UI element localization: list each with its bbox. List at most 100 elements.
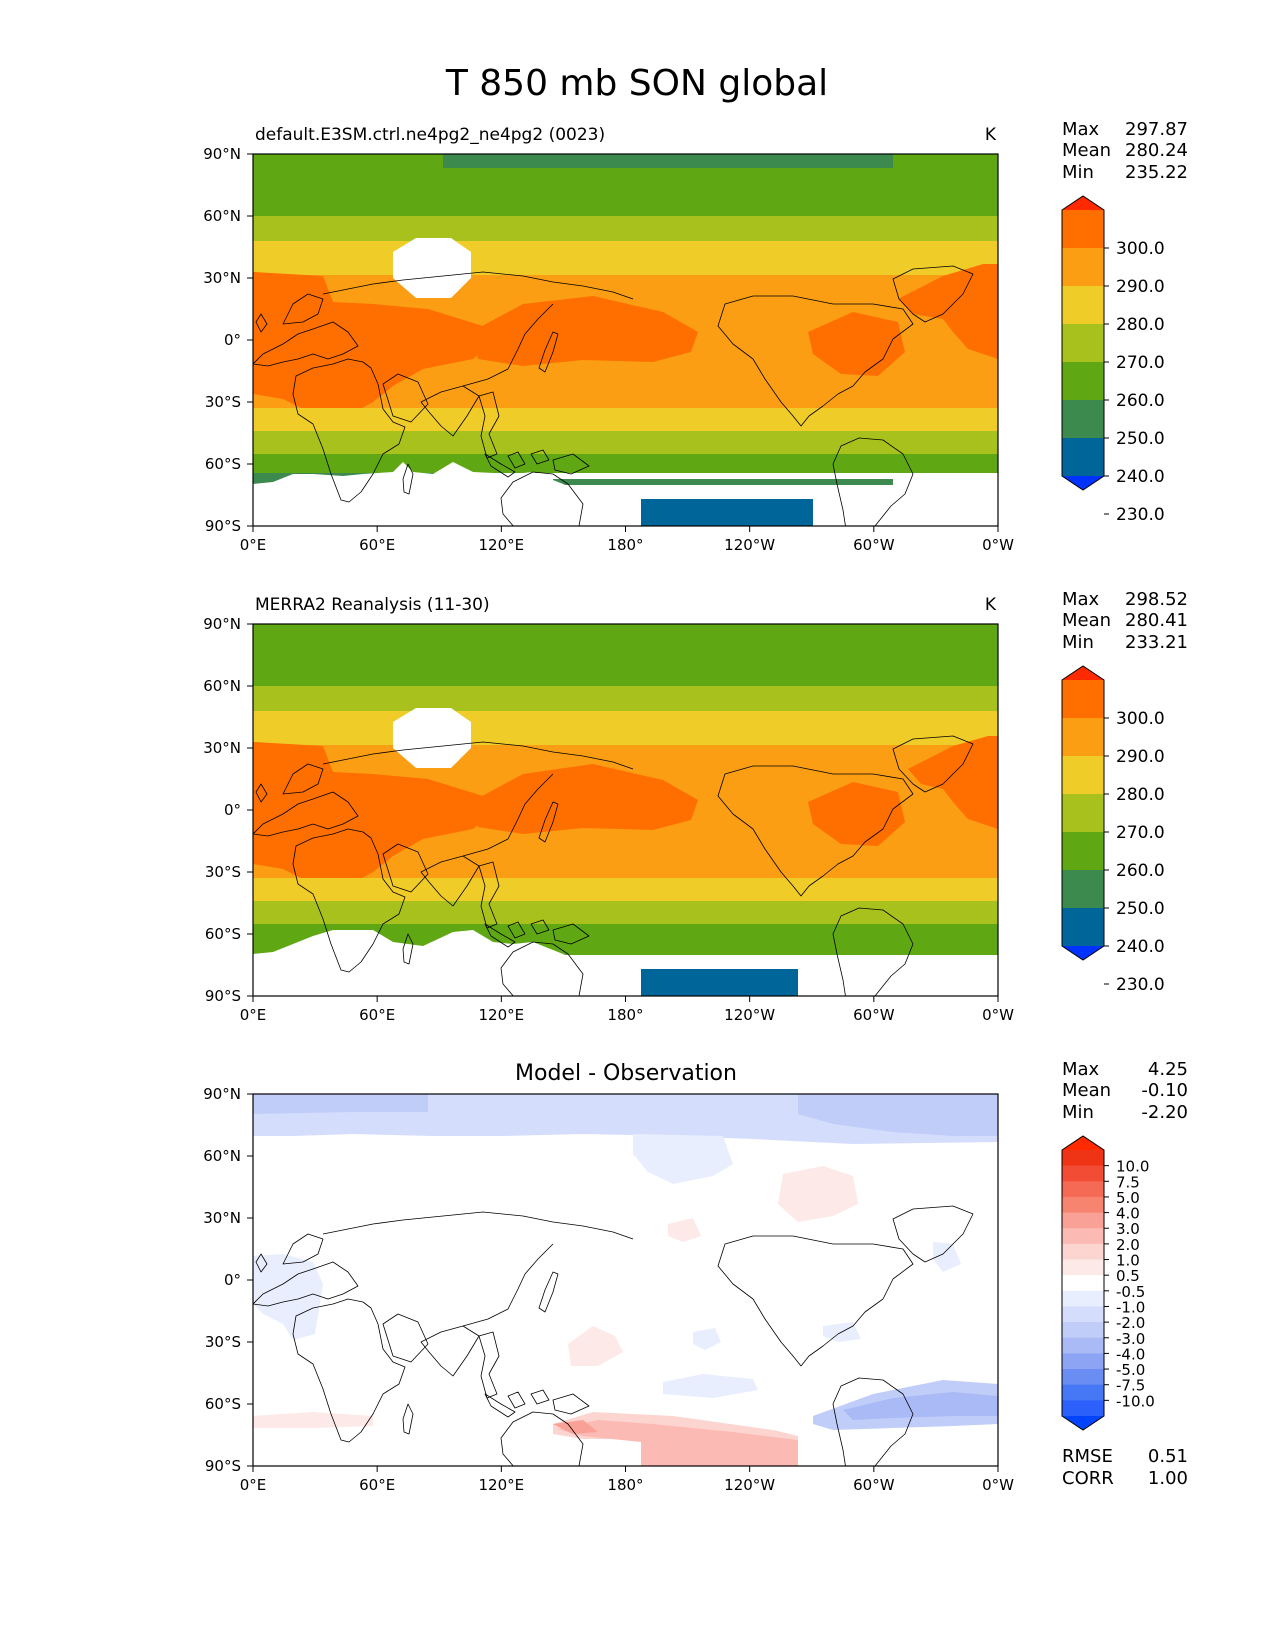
colorbar-segment: [1062, 1400, 1104, 1417]
x-tick-label: 60°E: [359, 536, 395, 554]
stat-value-min: 233.21: [1125, 632, 1188, 653]
colorbar-difference: 10.07.55.04.03.02.01.00.5-0.5-1.0-2.0-3.…: [1061, 1135, 1155, 1431]
y-tick-label: 0°: [224, 1271, 241, 1289]
x-tick-label: 120°E: [479, 1006, 525, 1024]
metric-value-corr: 1.00: [1148, 1468, 1188, 1489]
region-south-america: [808, 312, 905, 376]
band-high-lat-south: [253, 431, 998, 454]
y-tick-label: 0°: [224, 331, 241, 349]
colorbar-segment: [1062, 1369, 1104, 1386]
region-south-america: [808, 782, 905, 846]
colorbar-tick-label: 250.0: [1116, 429, 1165, 449]
x-tick-label: 0°W: [982, 536, 1014, 554]
colorbar-tick-label: 270.0: [1116, 353, 1165, 373]
x-tick-label: 120°E: [479, 536, 525, 554]
colorbar-segment: [1062, 1181, 1104, 1198]
band-mid-lat-north: [253, 711, 998, 745]
masked-tibet: [393, 708, 471, 768]
colorbar-segment: [1062, 794, 1104, 833]
x-tick-label: 120°W: [724, 536, 775, 554]
region-south-pacific-mid: [663, 1374, 758, 1398]
colorbar-segment: [1062, 1165, 1104, 1182]
colorbar-segment: [1062, 438, 1104, 477]
x-tick-label: 60°E: [359, 1476, 395, 1494]
x-tick-label: 0°E: [240, 536, 267, 554]
stat-label-mean: Mean: [1062, 610, 1111, 631]
metrics-difference: RMSE CORR 0.51 1.00: [1062, 1446, 1188, 1489]
x-tick-label: 60°W: [853, 1476, 895, 1494]
colorbar-segment: [1062, 1306, 1104, 1323]
colorbar-segment: [1062, 1384, 1104, 1401]
colorbar-tick-label: 1.0: [1116, 1252, 1140, 1270]
region-atlantic-africa-west: [898, 264, 998, 359]
map-difference: [253, 1094, 998, 1466]
stat-label-max: Max: [1062, 589, 1100, 610]
x-tick-label: 60°W: [853, 1006, 895, 1024]
masked-antarctica-east: [253, 930, 653, 996]
colorbar-segment: [1062, 1228, 1104, 1245]
colorbar-segment: [1062, 324, 1104, 363]
colorbar-tick-label: -7.5: [1116, 1377, 1145, 1395]
colorbar-tick-label: -1.0: [1116, 1298, 1145, 1316]
colorbar-tick-label: 290.0: [1116, 747, 1165, 767]
colorbar-tick-label: 300.0: [1116, 239, 1165, 259]
colorbar-tick-label: -4.0: [1116, 1345, 1145, 1363]
y-tick-label: 30°S: [205, 863, 241, 881]
colorbar-tick-label: -5.0: [1116, 1361, 1145, 1379]
stat-value-max: 298.52: [1125, 589, 1188, 610]
colorbar-segment: [1062, 680, 1104, 719]
panel-test-units: K: [985, 125, 997, 145]
x-tick-label: 0°W: [982, 1006, 1014, 1024]
x-tick-label: 0°E: [240, 1476, 267, 1494]
colorbar-tick-label: 250.0: [1116, 899, 1165, 919]
masked-antarctica-west: [813, 496, 998, 526]
x-tick-label: 180°: [607, 1476, 643, 1494]
colorbar-segment: [1062, 362, 1104, 401]
region-southern-ocean-core: [843, 1392, 998, 1420]
region-ross-sector: [641, 499, 813, 526]
band-mid-lat-south: [253, 878, 998, 901]
stat-label-max: Max: [1062, 1059, 1100, 1080]
colorbar-segment: [1062, 1322, 1104, 1339]
metric-label-rmse: RMSE: [1062, 1446, 1113, 1467]
colorbar-tick-label: 230.0: [1116, 975, 1165, 995]
metric-value-rmse: 0.51: [1148, 1446, 1188, 1467]
region-arctic-asia: [443, 154, 893, 168]
colorbar-tick-label: -3.0: [1116, 1330, 1145, 1348]
x-tick-label: 120°W: [724, 1476, 775, 1494]
y-tick-label: 90°N: [203, 1085, 241, 1103]
colorbar-tick-label: 280.0: [1116, 785, 1165, 805]
colorbar-extend-max: [1062, 196, 1104, 210]
y-tick-label: 90°S: [205, 517, 241, 535]
colorbar-tick-label: 2.0: [1116, 1236, 1140, 1254]
colorbar-segment: [1062, 1290, 1104, 1307]
colorbar-tick-label: -0.5: [1116, 1283, 1145, 1301]
masked-antarctica-west: [798, 966, 998, 996]
masked-tibet: [393, 238, 471, 298]
colorbar-segment: [1062, 756, 1104, 795]
stat-label-max: Max: [1062, 119, 1100, 140]
stat-value-mean: 280.41: [1125, 610, 1188, 631]
colorbar-segment: [1062, 210, 1104, 249]
colorbar-segment: [1062, 1243, 1104, 1261]
stat-value-max: 4.25: [1148, 1059, 1188, 1080]
panel-reference-title: MERRA2 Reanalysis (11-30): [255, 595, 490, 615]
colorbar-outline: [1061, 1135, 1105, 1431]
region-africa-north: [253, 272, 503, 416]
region-tropical-atlantic-africa: [253, 1254, 323, 1340]
y-tick-label: 90°N: [203, 615, 241, 633]
colorbar-tick-label: 4.0: [1116, 1205, 1140, 1223]
colorbar-tick-label: 230.0: [1116, 505, 1165, 525]
y-tick-label: 60°N: [203, 677, 241, 695]
stat-label-min: Min: [1062, 1102, 1094, 1123]
colorbar-tick-label: 240.0: [1116, 937, 1165, 957]
colorbar-segment: [1062, 718, 1104, 757]
colorbar-tick-label: 290.0: [1116, 277, 1165, 297]
band-mid-lat-north: [253, 241, 998, 275]
y-tick-label: 30°S: [205, 1333, 241, 1351]
colorbar-tick-label: 260.0: [1116, 391, 1165, 411]
region-africa-north: [253, 742, 503, 886]
x-tick-label: 120°W: [724, 1006, 775, 1024]
colorbar-tick-label: -10.0: [1116, 1392, 1155, 1410]
colorbar-extend-max: [1062, 1136, 1104, 1150]
